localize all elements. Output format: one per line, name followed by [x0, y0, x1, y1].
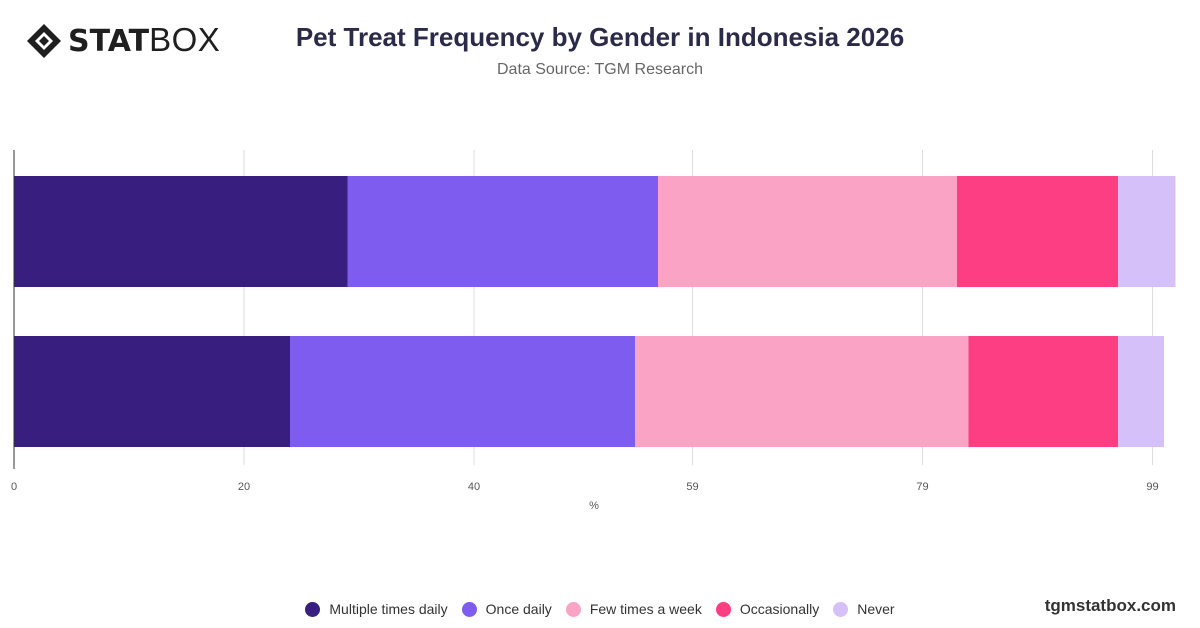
legend-marker [565, 601, 581, 617]
bar-segment [1118, 176, 1176, 287]
legend-marker [833, 601, 849, 617]
chart-title: Pet Treat Frequency by Gender in Indones… [295, 22, 905, 52]
legend-item[interactable]: Once daily [461, 601, 552, 617]
x-tick-label: 99 [1146, 481, 1158, 493]
legend-marker [461, 601, 477, 617]
legend-label: Never [857, 601, 895, 617]
legend-item[interactable]: Multiple times daily [305, 601, 448, 617]
legend-item[interactable]: Occasionally [715, 601, 820, 617]
logo-wordmark: STATBOX [68, 22, 220, 60]
diamond-logo-icon [27, 24, 61, 58]
x-axis-label: % [589, 500, 599, 512]
chart-subtitle: Data Source: TGM Research [496, 61, 703, 78]
bar-segment [290, 336, 635, 447]
legend-label: Few times a week [589, 601, 702, 617]
bar-segment [658, 176, 957, 287]
logo-light-text: BOX [149, 21, 221, 58]
x-tick-label: 0 [11, 481, 17, 493]
legend-item[interactable]: Few times a week [565, 601, 702, 617]
x-tick-label: 79 [916, 481, 928, 493]
legend-marker [715, 601, 731, 617]
x-tick-label: 40 [468, 481, 480, 493]
statbox-logo: STATBOX [26, 22, 220, 60]
x-tick-label: 20 [238, 481, 250, 493]
legend-item[interactable]: Never [833, 601, 895, 617]
legend-label: Occasionally [739, 601, 820, 617]
logo-bold-text: STAT [68, 24, 150, 59]
bar-segment [635, 336, 969, 447]
bar-segment [957, 176, 1118, 287]
stacked-bar-chart: 0 20 40 59 79 99% [11, 150, 1176, 512]
legend-label: Multiple times daily [329, 601, 448, 617]
legend-label: Once daily [485, 601, 552, 617]
bar-segment [1118, 336, 1164, 447]
chart-legend: Multiple times daily Once daily Few times … [0, 601, 1200, 617]
watermark: tgmstatbox.com [1044, 596, 1176, 615]
legend-marker [305, 601, 321, 617]
bar-segment [14, 176, 348, 287]
bar-segment [968, 336, 1118, 447]
bar-segment [14, 336, 290, 447]
bar-segment [347, 176, 658, 287]
x-tick-label: 59 [686, 481, 698, 493]
